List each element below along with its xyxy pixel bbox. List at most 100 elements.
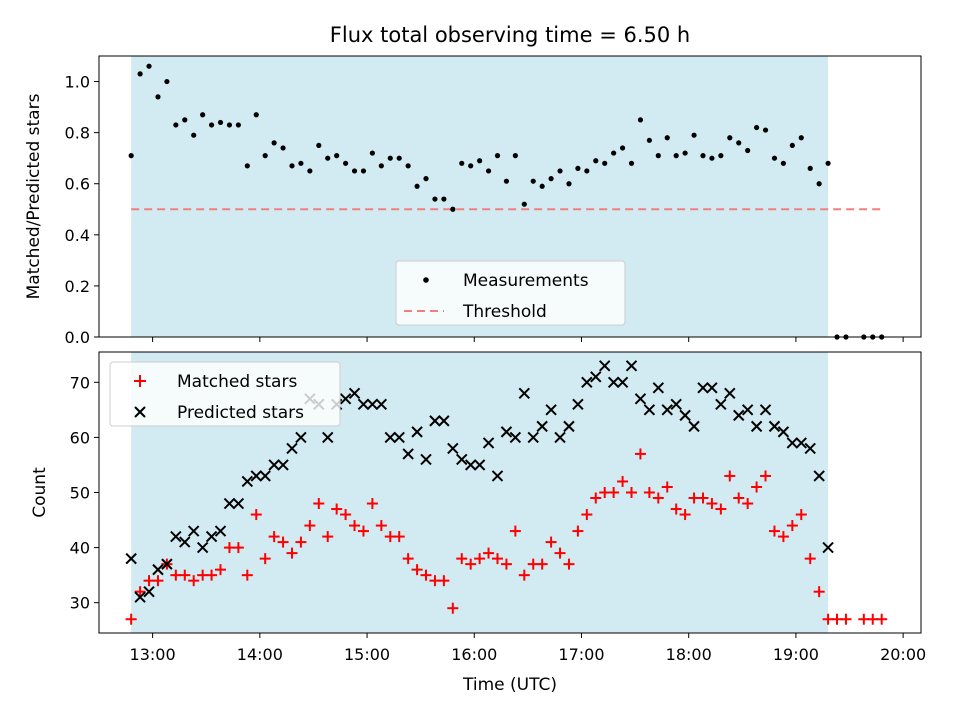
matched-star-marker — [259, 553, 271, 565]
measurement-point — [727, 135, 733, 141]
matched-star-marker — [617, 475, 629, 487]
matched-star-marker — [634, 448, 646, 460]
predicted-star-marker — [295, 431, 307, 444]
matched-star-markers — [125, 448, 888, 625]
predicted-star-marker — [214, 525, 227, 537]
predicted-star-marker — [348, 387, 361, 400]
predicted-star-marker — [223, 497, 236, 510]
matched-star-marker — [277, 536, 289, 548]
measurement-point — [521, 201, 527, 207]
measurement-point — [262, 153, 268, 159]
predicted-star-marker — [402, 448, 414, 460]
predicted-star-marker — [384, 431, 396, 444]
measurement-point — [530, 178, 536, 184]
ratio-y-tick-label: 0.0 — [65, 328, 90, 347]
matched-star-marker — [652, 492, 664, 504]
predicted-marker-b — [170, 530, 182, 543]
measurement-point — [575, 165, 581, 171]
predicted-marker-b — [786, 437, 799, 449]
predicted-marker-b — [616, 376, 629, 389]
matched-star-marker — [777, 531, 789, 543]
measurement-point — [360, 168, 367, 174]
measurement-point — [334, 153, 340, 159]
measurement-point — [789, 142, 795, 149]
predicted-marker-b — [411, 426, 423, 438]
legend-predicted-swatch — [134, 406, 146, 418]
predicted-star-marker — [715, 398, 727, 411]
predicted-star-marker — [500, 426, 513, 438]
matched-star-marker — [768, 525, 780, 537]
predicted-star-marker — [670, 398, 682, 411]
predicted-marker-b — [581, 376, 593, 389]
predicted-marker-b — [339, 393, 352, 405]
time-x-tick-label: 13:00 — [130, 645, 176, 664]
time-x-tick-label: 19:00 — [773, 645, 819, 664]
matched-star-marker — [241, 569, 253, 581]
measurement-point — [450, 206, 456, 212]
predicted-marker-b — [322, 431, 334, 444]
predicted-star-marker — [599, 360, 611, 372]
time-x-axis-label: Time (UTC) — [462, 675, 557, 695]
count-y-tick-label: 30 — [70, 594, 90, 613]
predicted-star-marker — [777, 426, 790, 438]
predicted-star-marker — [411, 426, 423, 438]
measurement-point — [664, 135, 670, 141]
predicted-marker-b — [536, 420, 548, 433]
predicted-star-marker — [804, 442, 816, 455]
matched-star-marker — [188, 575, 200, 587]
matched-star-marker — [786, 520, 798, 532]
measurement-point — [369, 150, 376, 156]
count-y-axis-label: Count — [30, 467, 50, 518]
count-y-tick-label: 70 — [70, 373, 90, 392]
predicted-marker-b — [196, 541, 209, 554]
ratio-y-axis-label: Matched/Predicted stars — [24, 93, 44, 299]
time-x-tick-label: 20:00 — [880, 645, 926, 664]
predicted-star-marker — [741, 404, 754, 416]
matched-star-marker — [331, 503, 343, 515]
measurement-point — [217, 119, 224, 126]
measurement-point — [423, 176, 429, 182]
legend-measurement-swatch — [423, 277, 429, 283]
predicted-marker-b — [366, 398, 379, 411]
predicted-star-marker — [420, 453, 432, 466]
predicted-marker-b — [724, 387, 736, 400]
matched-star-marker — [697, 492, 709, 504]
predicted-marker-b — [527, 431, 539, 444]
measurement-points — [128, 63, 885, 340]
measurement-point — [128, 153, 134, 159]
predicted-marker-b — [599, 360, 611, 372]
ratio-legend-entry-label: Threshold — [462, 302, 547, 322]
predicted-marker-b — [643, 404, 656, 416]
predicted-star-marker — [241, 475, 254, 488]
matched-star-marker — [304, 520, 316, 532]
predicted-star-marker — [572, 398, 584, 411]
predicted-star-marker — [375, 398, 388, 411]
ratio-y-tick-label: 1.0 — [65, 73, 90, 92]
predicted-marker-b — [188, 525, 200, 537]
matched-star-marker — [733, 492, 745, 504]
predicted-star-marker — [625, 360, 638, 372]
predicted-star-marker — [795, 437, 807, 449]
predicted-star-marker — [706, 382, 718, 394]
count-legend-entry-label: Predicted stars — [177, 403, 304, 423]
measurement-point — [182, 117, 188, 123]
predicted-star-marker — [768, 420, 781, 433]
ratio-legend: Measurements Threshold — [395, 260, 626, 326]
measurement-point — [494, 153, 501, 159]
measurement-point — [646, 137, 652, 143]
predicted-star-marker — [750, 420, 763, 433]
predicted-star-marker — [447, 442, 459, 455]
matched-star-marker — [608, 487, 620, 498]
ratio-y-tick-label: 0.8 — [65, 124, 90, 143]
measurement-point — [253, 112, 259, 118]
matched-star-marker — [813, 586, 825, 598]
matched-star-marker — [375, 520, 387, 532]
predicted-marker-b — [277, 459, 289, 471]
measurement-point — [485, 168, 492, 174]
measurement-point — [351, 168, 358, 174]
measurement-point — [691, 132, 697, 138]
predicted-star-marker — [259, 470, 271, 482]
matched-star-marker — [447, 602, 459, 614]
predicted-marker-b — [286, 442, 298, 455]
matched-star-marker — [125, 613, 137, 625]
